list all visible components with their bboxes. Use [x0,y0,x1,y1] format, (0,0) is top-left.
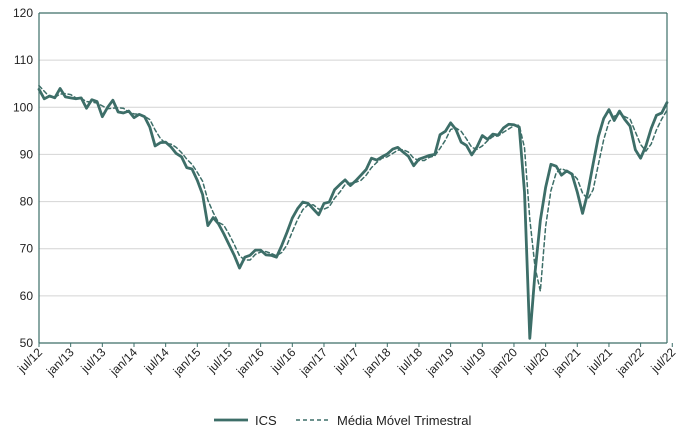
y-tick-label: 110 [14,53,33,67]
y-tick-label: 90 [20,147,34,161]
axes [38,12,673,347]
y-tick-label: 80 [20,195,34,209]
x-tick-label: jan/17 [296,345,330,379]
x-tick-label: jul/15 [204,345,235,376]
y-tick-label: 70 [20,242,34,256]
x-tick-label: jan/22 [613,345,647,379]
x-tick-label: jan/20 [486,345,520,379]
y-tick-label: 50 [20,336,34,350]
x-tick-label: jul/13 [78,345,109,376]
series-line-media-movel [38,84,668,292]
x-tick-label: jan/16 [233,345,267,379]
legend-label-media-movel: Média Móvel Trimestral [337,413,471,428]
x-tick-label: jan/18 [360,345,394,379]
x-tick-label: jan/19 [423,345,457,379]
series-lines [37,84,669,340]
y-tick-label: 120 [13,6,33,20]
x-tick-label: jul/18 [394,345,425,376]
x-tick-label: jul/14 [141,345,172,376]
x-tick-label: jul/17 [331,345,362,376]
series-line-ics [37,87,669,340]
y-tick-label: 100 [13,100,33,114]
x-tick-label: jan/21 [550,345,584,379]
legend: ICS Média Móvel Trimestral [214,413,471,428]
x-tick-label: jul/20 [521,345,552,376]
x-tick-label: jan/14 [106,345,140,379]
legend-label-ics: ICS [255,413,277,428]
x-tick-label: jul/22 [648,345,677,376]
x-tick-label: jul/21 [584,345,615,376]
x-tick-label: jan/15 [170,345,204,379]
x-tick-label: jan/13 [43,345,77,379]
y-tick-label: 60 [20,289,34,303]
gridlines [39,12,667,297]
x-tick-label: jul/16 [268,345,299,376]
x-tick-label: jul/19 [458,345,489,376]
